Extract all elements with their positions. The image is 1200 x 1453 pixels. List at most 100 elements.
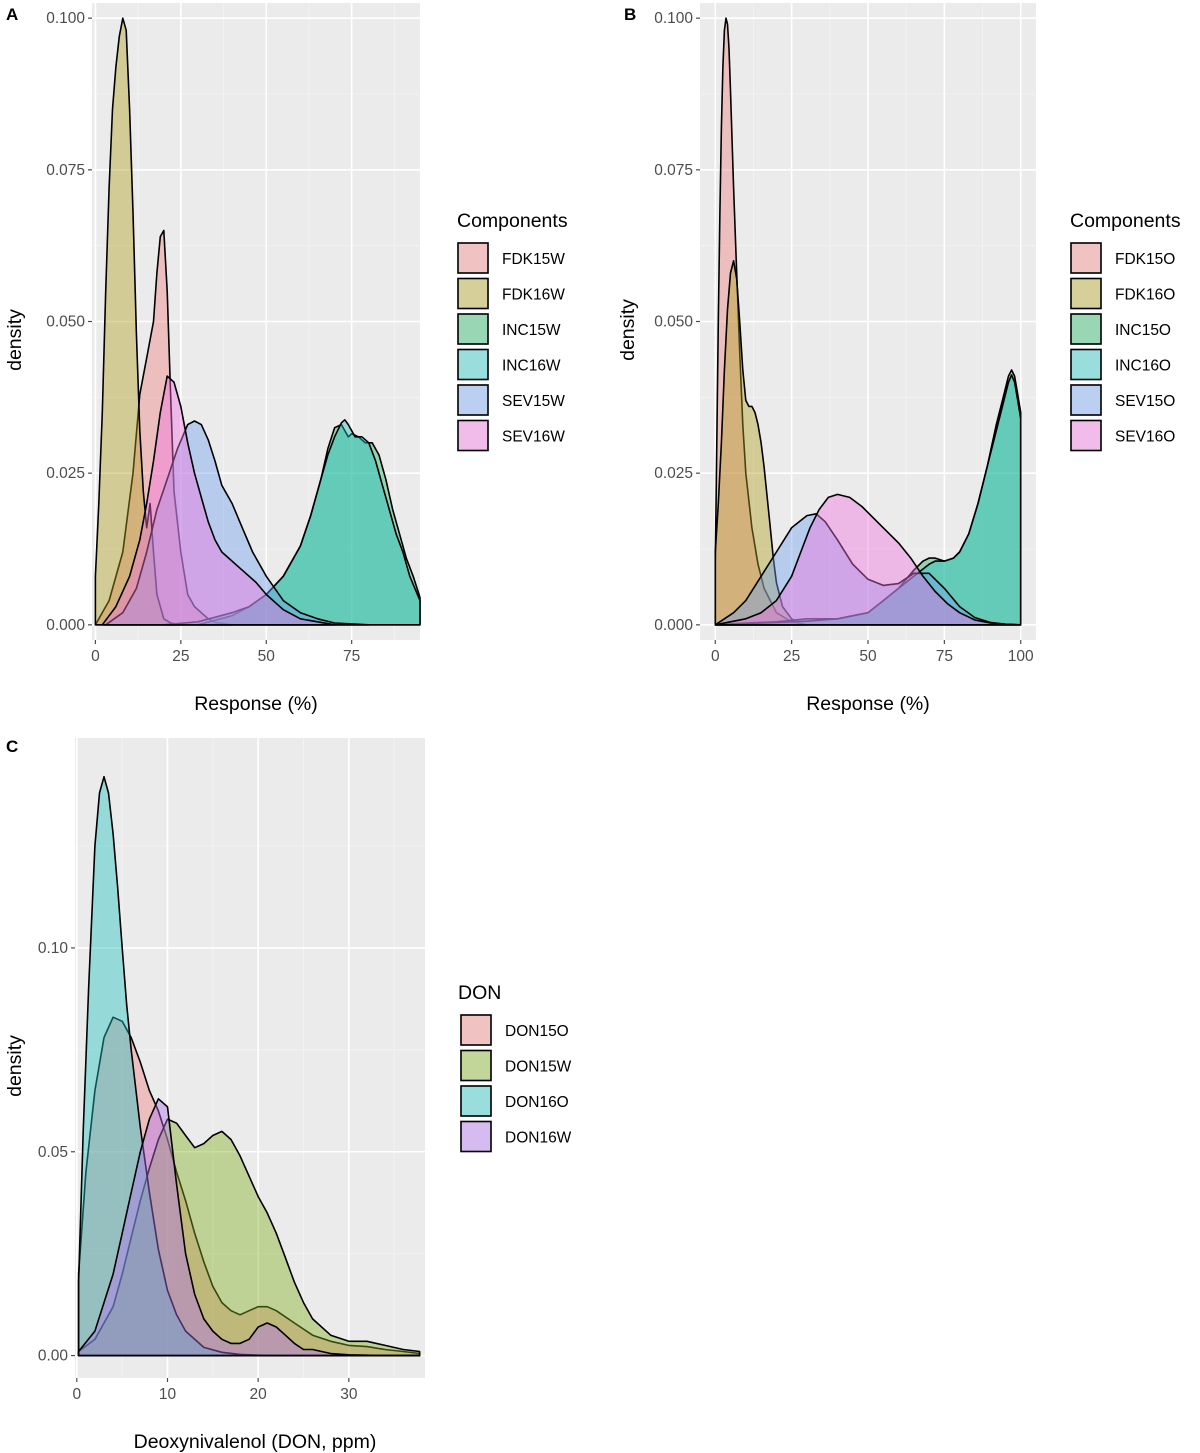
legend-key-bg: [1070, 348, 1102, 381]
y-tick-label: 0.000: [46, 617, 85, 634]
legend-swatch-inc15w: [457, 313, 489, 345]
y-tick-label: 0.00: [38, 1348, 69, 1365]
legend-key-bg: [460, 1085, 492, 1117]
density-area-don15w: [77, 1118, 421, 1357]
legend-label-fdk16w: FDK16W: [502, 287, 565, 304]
series-a: [94, 17, 421, 626]
legend-key-bg: [457, 242, 489, 274]
y-tick-label: 0.050: [654, 314, 693, 331]
legend-items-a: FDK15W FDK16W INC15W INC16W SEV15W SEV16W: [457, 242, 565, 452]
x-tick-label: 0: [91, 648, 100, 665]
legend-c: DON DON15O DON15W DON16O DON16W: [458, 982, 572, 1153]
density-area-fdk16o: [714, 260, 802, 626]
y-tick-label: 0.000: [654, 617, 693, 634]
legend-key-bg: [460, 1120, 492, 1153]
legend-title-b: Components: [1070, 210, 1181, 232]
x-tick-label: 25: [172, 648, 189, 665]
legend-swatch-sev15o: [1070, 384, 1102, 416]
x-tick-label: 0: [73, 1386, 82, 1403]
x-axis-title-c: Deoxynivalenol (DON, ppm): [134, 1431, 377, 1453]
y-axis-title-c: density: [4, 1035, 26, 1097]
y-tick-label: 0.025: [46, 465, 85, 482]
y-axis-b: 0.000 0.025 0.050 0.075 0.100: [654, 10, 700, 634]
legend-key-bg: [457, 419, 489, 452]
legend-key-bg: [1070, 242, 1102, 274]
legend-swatch-fdk16o: [1070, 277, 1102, 310]
y-axis-a: 0.000 0.025 0.050 0.075 0.100: [46, 10, 92, 634]
legend-swatch-don15w: [460, 1049, 492, 1082]
x-tick-label: 0: [711, 648, 720, 665]
x-axis-title-a: Response (%): [194, 693, 318, 715]
x-tick-label: 50: [859, 648, 877, 665]
legend-key-bg: [457, 313, 489, 345]
chart-panel-c: 0.00 0.05 0.10 0 10 20 30 density Deoxynivale…: [4, 738, 572, 1453]
y-tick-label: 0.100: [46, 10, 85, 27]
legend-key-bg: [1070, 313, 1102, 345]
y-axis-c: 0.00 0.05 0.10: [38, 940, 75, 1365]
legend-key-bg: [460, 1049, 492, 1082]
legend-key-bg: [1070, 419, 1102, 452]
y-tick-label: 0.100: [654, 10, 693, 27]
density-area-don16w: [77, 1098, 421, 1357]
legend-b: Components FDK15O FDK16O INC15O INC16O SEV15…: [1070, 210, 1181, 452]
plot-area-c: [75, 738, 425, 1378]
y-tick-label: 0.050: [46, 314, 85, 331]
legend-key-bg: [1070, 277, 1102, 310]
x-axis-b: 0 25 50 75 100: [711, 640, 1034, 665]
legend-swatch-don16w: [460, 1120, 492, 1153]
y-tick-label: 0.025: [654, 465, 693, 482]
y-tick-label: 0.075: [46, 162, 85, 179]
legend-label-sev16o: SEV16O: [1115, 429, 1175, 446]
legend-label-don16w: DON16W: [505, 1130, 572, 1147]
series-b: [714, 17, 1022, 626]
x-tick-label: 30: [340, 1386, 358, 1403]
x-axis-title-b: Response (%): [806, 693, 930, 715]
legend-key-bg: [457, 384, 489, 416]
grid-c: [75, 738, 425, 1378]
x-tick-label: 75: [343, 648, 360, 665]
density-area-sev16w: [101, 375, 336, 626]
legend-label-inc15o: INC15O: [1115, 322, 1171, 339]
legend-key-bg: [1070, 384, 1102, 416]
legend-label-inc16o: INC16O: [1115, 358, 1171, 375]
legend-title-c: DON: [458, 982, 501, 1004]
panel-letter-c: C: [6, 737, 18, 756]
legend-swatch-inc15o: [1070, 313, 1102, 345]
legend-swatch-sev15w: [457, 384, 489, 416]
x-tick-label: 100: [1008, 648, 1034, 665]
legend-label-fdk16o: FDK16O: [1115, 287, 1175, 304]
panel-letter-b: B: [624, 5, 636, 24]
legend-swatch-inc16o: [1070, 348, 1102, 381]
legend-label-inc16w: INC16W: [502, 358, 561, 375]
chart-panel-b: 0.000 0.025 0.050 0.075 0.100 0 25 50 75 100 den…: [617, 3, 1181, 715]
legend-label-sev15o: SEV15O: [1115, 393, 1175, 410]
legend-label-fdk15o: FDK15O: [1115, 251, 1175, 268]
panel-letter-a: A: [6, 5, 18, 24]
grid-a: [92, 3, 420, 640]
legend-label-don16o: DON16O: [505, 1094, 569, 1111]
series-c: [77, 775, 421, 1357]
x-axis-c: 0 10 20 30: [73, 1378, 358, 1403]
y-tick-label: 0.10: [38, 940, 69, 957]
x-tick-label: 50: [258, 648, 276, 665]
density-area-fdk15w: [94, 229, 233, 626]
legend-key-bg: [457, 277, 489, 310]
legend-label-sev15w: SEV15W: [502, 393, 565, 410]
y-tick-label: 0.05: [38, 1144, 68, 1161]
legend-label-don15o: DON15O: [505, 1023, 569, 1040]
legend-swatch-sev16w: [457, 419, 489, 452]
legend-items-b: FDK15O FDK16O INC15O INC16O SEV15O SEV16O: [1070, 242, 1175, 452]
density-area-inc16w: [163, 419, 421, 626]
legend-swatch-don16o: [460, 1085, 492, 1117]
legend-items-c: DON15O DON15W DON16O DON16W: [460, 1014, 572, 1153]
legend-swatch-don15o: [460, 1014, 492, 1046]
x-tick-label: 75: [936, 648, 953, 665]
x-tick-label: 25: [783, 648, 800, 665]
density-area-inc16o: [714, 374, 1022, 626]
legend-swatch-fdk15o: [1070, 242, 1102, 274]
x-tick-label: 10: [159, 1386, 177, 1403]
legend-title-a: Components: [457, 210, 568, 232]
y-tick-label: 0.075: [654, 162, 693, 179]
legend-swatch-fdk16w: [457, 277, 489, 310]
